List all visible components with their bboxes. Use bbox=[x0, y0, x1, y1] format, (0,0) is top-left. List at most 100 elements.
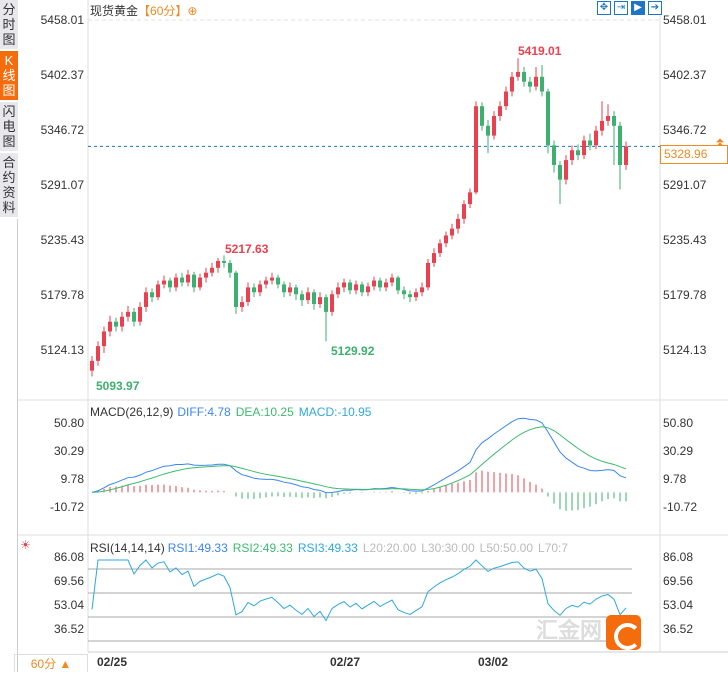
candle-body bbox=[210, 267, 214, 273]
candle-body bbox=[468, 192, 472, 205]
rsi-legend: RSI(14,14,14) RSI1:49.33 RSI2:49.33 RSI3:49… bbox=[90, 541, 573, 555]
candle-body bbox=[264, 280, 268, 285]
candle-body bbox=[312, 292, 316, 305]
chart-type-tabs: 分时图 K线图 闪电图 合约资料 bbox=[0, 0, 18, 672]
right-axis-tick: 30.29 bbox=[663, 444, 694, 458]
candle-body bbox=[462, 204, 466, 219]
candle-body bbox=[540, 76, 544, 92]
l30-value: L30:30.00 bbox=[421, 541, 475, 555]
macd-legend: MACD(26,12,9) DIFF:4.78 DEA:10.25 MACD:-10.… bbox=[90, 405, 376, 419]
period-selector[interactable]: 60分 ▲ bbox=[14, 654, 88, 672]
left-axis-tick: 5346.72 bbox=[40, 123, 84, 137]
right-axis-tick: 50.80 bbox=[663, 416, 694, 430]
tab-contract-info[interactable]: 合约资料 bbox=[0, 153, 18, 219]
candle-body bbox=[498, 106, 502, 116]
candle-body bbox=[150, 292, 154, 298]
high2-annotation: 5217.63 bbox=[225, 242, 269, 256]
candle-body bbox=[240, 302, 244, 307]
candle-body bbox=[132, 311, 136, 322]
candle-body bbox=[432, 253, 436, 263]
candle-body bbox=[384, 282, 388, 288]
macd-label: MACD(26,12,9) bbox=[90, 405, 174, 419]
scroll-right-icon[interactable]: ➔ bbox=[648, 1, 662, 15]
candle-body bbox=[528, 81, 532, 87]
candle-body bbox=[534, 76, 538, 87]
candle-body bbox=[588, 140, 592, 146]
tab-timeshare[interactable]: 分时图 bbox=[0, 0, 18, 51]
zoom-in-icon[interactable]: ▶ bbox=[631, 1, 645, 15]
low2-annotation: 5129.92 bbox=[331, 344, 375, 358]
candle-body bbox=[522, 71, 526, 82]
instrument-title: 现货黄金 bbox=[90, 4, 139, 18]
candle-body bbox=[336, 287, 340, 295]
high-annotation: 5419.01 bbox=[518, 44, 562, 58]
right-axis-tick: 69.56 bbox=[663, 574, 694, 588]
candle-body bbox=[90, 360, 94, 371]
left-axis-tick: 36.52 bbox=[53, 622, 84, 636]
dea-value: DEA:10.25 bbox=[235, 405, 294, 419]
right-axis-tick: 5124.13 bbox=[663, 343, 707, 357]
candle-body bbox=[330, 294, 334, 312]
right-axis-tick: 36.52 bbox=[663, 622, 694, 636]
candle-body bbox=[426, 262, 430, 288]
candle-body bbox=[282, 284, 286, 293]
candle-body bbox=[180, 277, 184, 283]
candle-body bbox=[318, 297, 322, 305]
candle-body bbox=[390, 277, 394, 283]
candle-body bbox=[258, 284, 262, 293]
diff-value: DIFF:4.78 bbox=[177, 405, 231, 419]
candle-body bbox=[216, 260, 220, 268]
tab-kline[interactable]: K线图 bbox=[0, 51, 18, 102]
candle-body bbox=[186, 274, 190, 283]
diff-line bbox=[91, 417, 627, 494]
candle-body bbox=[408, 294, 412, 298]
candle-body bbox=[600, 120, 604, 131]
right-axis-tick: 5346.72 bbox=[663, 123, 707, 137]
candle-body bbox=[234, 272, 238, 307]
left-axis-tick: 9.78 bbox=[60, 472, 84, 486]
candle-body bbox=[228, 262, 232, 273]
right-axis-tick: -10.72 bbox=[663, 500, 698, 514]
candle-body bbox=[192, 274, 196, 288]
candle-body bbox=[606, 115, 610, 121]
plus-circle-icon[interactable]: ⊕ bbox=[187, 4, 198, 18]
candle-body bbox=[294, 287, 298, 295]
candle-body bbox=[168, 280, 172, 288]
candle-body bbox=[270, 277, 274, 281]
candle-body bbox=[204, 272, 208, 278]
period-label: 【60分】 bbox=[138, 4, 188, 18]
right-axis-tick: 5235.43 bbox=[663, 233, 707, 247]
right-axis-tick: 5291.07 bbox=[663, 178, 707, 192]
candle-body bbox=[288, 287, 292, 293]
candle-body bbox=[144, 292, 148, 307]
right-axis-tick: 9.78 bbox=[663, 472, 687, 486]
zoom-range-icon[interactable]: ⇥ bbox=[614, 1, 628, 15]
candle-body bbox=[342, 282, 346, 288]
last-price-label: 5328.96 bbox=[660, 145, 728, 164]
chart-header: 现货黄金【60分】⊕ bbox=[90, 2, 197, 19]
candle-body bbox=[108, 321, 112, 332]
candle-body bbox=[456, 218, 460, 229]
chart-toolbar: ✥ ⇥ ▶ ➔ bbox=[597, 1, 662, 15]
candle-body bbox=[222, 260, 226, 263]
candle-body bbox=[396, 277, 400, 291]
candle-body bbox=[402, 290, 406, 295]
candle-body bbox=[438, 243, 442, 254]
candle-body bbox=[378, 280, 382, 288]
date-label: 02/27 bbox=[330, 655, 361, 669]
date-label: 02/25 bbox=[97, 655, 128, 669]
candle-body bbox=[102, 331, 106, 347]
candle-body bbox=[558, 164, 562, 180]
candle-body bbox=[474, 106, 478, 193]
candle-body bbox=[618, 125, 622, 165]
tab-flash[interactable]: 闪电图 bbox=[0, 102, 18, 153]
macd-value: MACD:-10.95 bbox=[298, 405, 372, 419]
crosshair-icon[interactable]: ✥ bbox=[597, 1, 611, 15]
candle-body bbox=[252, 287, 256, 293]
settings-sun-icon[interactable]: ☀ bbox=[20, 538, 31, 552]
gold678-logo bbox=[606, 615, 641, 650]
candle-body bbox=[552, 145, 556, 165]
left-axis-tick: 50.80 bbox=[53, 416, 84, 430]
candle-body bbox=[504, 91, 508, 107]
